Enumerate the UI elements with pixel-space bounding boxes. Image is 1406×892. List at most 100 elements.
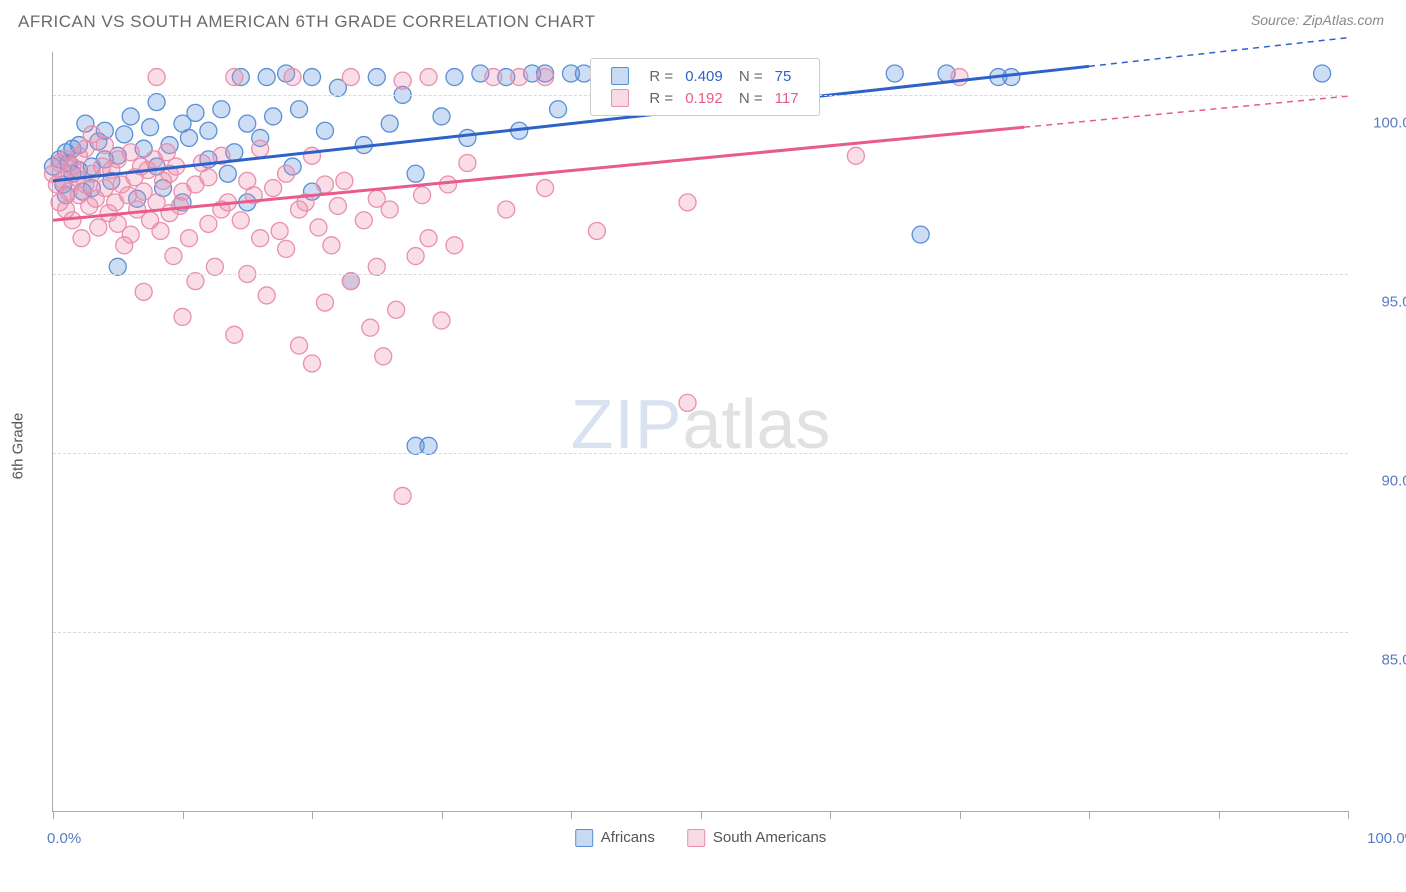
scatter-point [951,69,968,86]
trend-line-extrapolated [1089,38,1348,67]
legend-label: South Americans [713,829,826,846]
scatter-point [355,212,372,229]
scatter-point [200,122,217,139]
scatter-point [407,165,424,182]
scatter-point [912,226,929,243]
scatter-point [537,69,554,86]
scatter-point [446,69,463,86]
scatter-point [180,129,197,146]
legend-item: Africans [575,829,655,847]
scatter-point [284,69,301,86]
scatter-point [381,115,398,132]
scatter-point [420,437,437,454]
scatter-point [206,258,223,275]
scatter-point [414,187,431,204]
scatter-svg [53,52,1348,811]
legend-row: R =0.192 N =117 [605,87,804,109]
scatter-point [304,355,321,372]
x-tick [571,811,572,819]
scatter-point [381,201,398,218]
y-tick-label: 100.0% [1354,114,1406,131]
chart-title: AFRICAN VS SOUTH AMERICAN 6TH GRADE CORR… [18,12,596,32]
scatter-point [148,94,165,111]
x-tick [442,811,443,819]
scatter-point [1314,65,1331,82]
scatter-point [152,223,169,240]
scatter-point [278,240,295,257]
scatter-point [291,337,308,354]
scatter-point [271,223,288,240]
scatter-point [239,115,256,132]
scatter-point [187,273,204,290]
scatter-point [291,101,308,118]
x-tick [312,811,313,819]
legend-item: South Americans [687,829,826,847]
scatter-point [200,215,217,232]
scatter-point [148,69,165,86]
x-tick [701,811,702,819]
x-tick [830,811,831,819]
x-tick [960,811,961,819]
legend-r-label: R = [643,65,679,87]
source-attribution: Source: ZipAtlas.com [1251,12,1384,28]
scatter-point [433,108,450,125]
legend-label: Africans [601,829,655,846]
scatter-point [433,312,450,329]
legend-swatch [687,829,705,847]
scatter-point [588,223,605,240]
scatter-point [537,180,554,197]
legend-n-label: N = [729,87,769,109]
scatter-point [375,348,392,365]
scatter-point [420,230,437,247]
scatter-point [388,301,405,318]
plot-area: ZIPatlas 85.0%90.0%95.0%100.0%0.0%100.0%… [52,52,1348,812]
scatter-point [122,144,139,161]
scatter-point [679,194,696,211]
scatter-point [394,487,411,504]
scatter-point [219,165,236,182]
scatter-point [232,212,249,229]
y-tick-label: 95.0% [1354,293,1406,310]
scatter-point [226,69,243,86]
scatter-point [73,230,90,247]
scatter-point [252,140,269,157]
gridline [53,632,1348,633]
scatter-point [265,180,282,197]
y-tick-label: 90.0% [1354,472,1406,489]
x-tick [183,811,184,819]
scatter-point [174,308,191,325]
gridline [53,453,1348,454]
scatter-point [122,226,139,243]
scatter-point [459,154,476,171]
scatter-point [316,294,333,311]
x-tick [1089,811,1090,819]
x-tick-label: 100.0% [1348,830,1406,847]
scatter-point [304,147,321,164]
scatter-point [258,287,275,304]
x-tick [1348,811,1349,819]
scatter-point [847,147,864,164]
scatter-point [446,237,463,254]
scatter-point [485,69,502,86]
scatter-point [336,172,353,189]
legend-swatch [611,89,629,107]
legend-n-value: 117 [769,87,805,109]
scatter-point [679,394,696,411]
scatter-point [420,69,437,86]
scatter-point [342,273,359,290]
legend-swatch [575,829,593,847]
trend-line-extrapolated [1024,96,1348,127]
y-axis-label: 6th Grade [10,413,27,480]
scatter-point [886,65,903,82]
scatter-point [96,137,113,154]
scatter-point [459,129,476,146]
legend-n-label: N = [729,65,769,87]
scatter-point [109,258,126,275]
x-tick [53,811,54,819]
scatter-point [316,122,333,139]
y-tick-label: 85.0% [1354,651,1406,668]
scatter-point [342,69,359,86]
series-legend: Africans South Americans [575,829,827,847]
gridline [53,274,1348,275]
scatter-point [180,230,197,247]
